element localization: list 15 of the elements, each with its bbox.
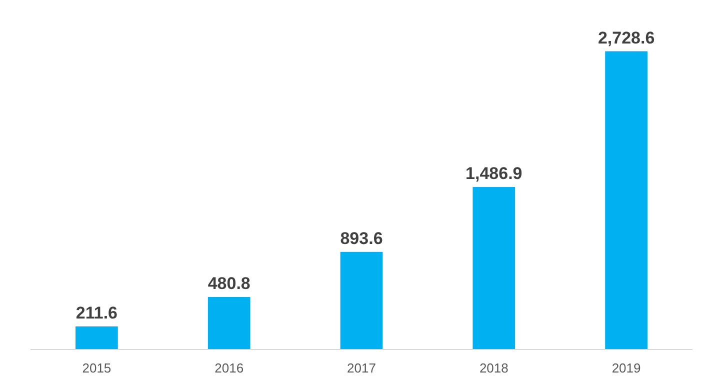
bar [208, 296, 250, 350]
x-tick-label: 2016 [214, 360, 244, 376]
data-label: 1,486.9 [466, 164, 522, 183]
bar [340, 252, 383, 350]
data-label: 211.6 [76, 303, 118, 322]
x-tick-label: 2019 [612, 360, 641, 376]
data-label: 480.8 [208, 274, 250, 293]
x-tick-label: 2018 [479, 360, 508, 376]
bar [605, 51, 648, 350]
x-tick-label: 2017 [347, 360, 376, 376]
bar [76, 326, 118, 350]
data-label: 2,728.6 [598, 28, 655, 48]
bar [472, 186, 516, 350]
data-label: 893.6 [340, 228, 383, 248]
x-tick-label: 2015 [82, 360, 112, 376]
